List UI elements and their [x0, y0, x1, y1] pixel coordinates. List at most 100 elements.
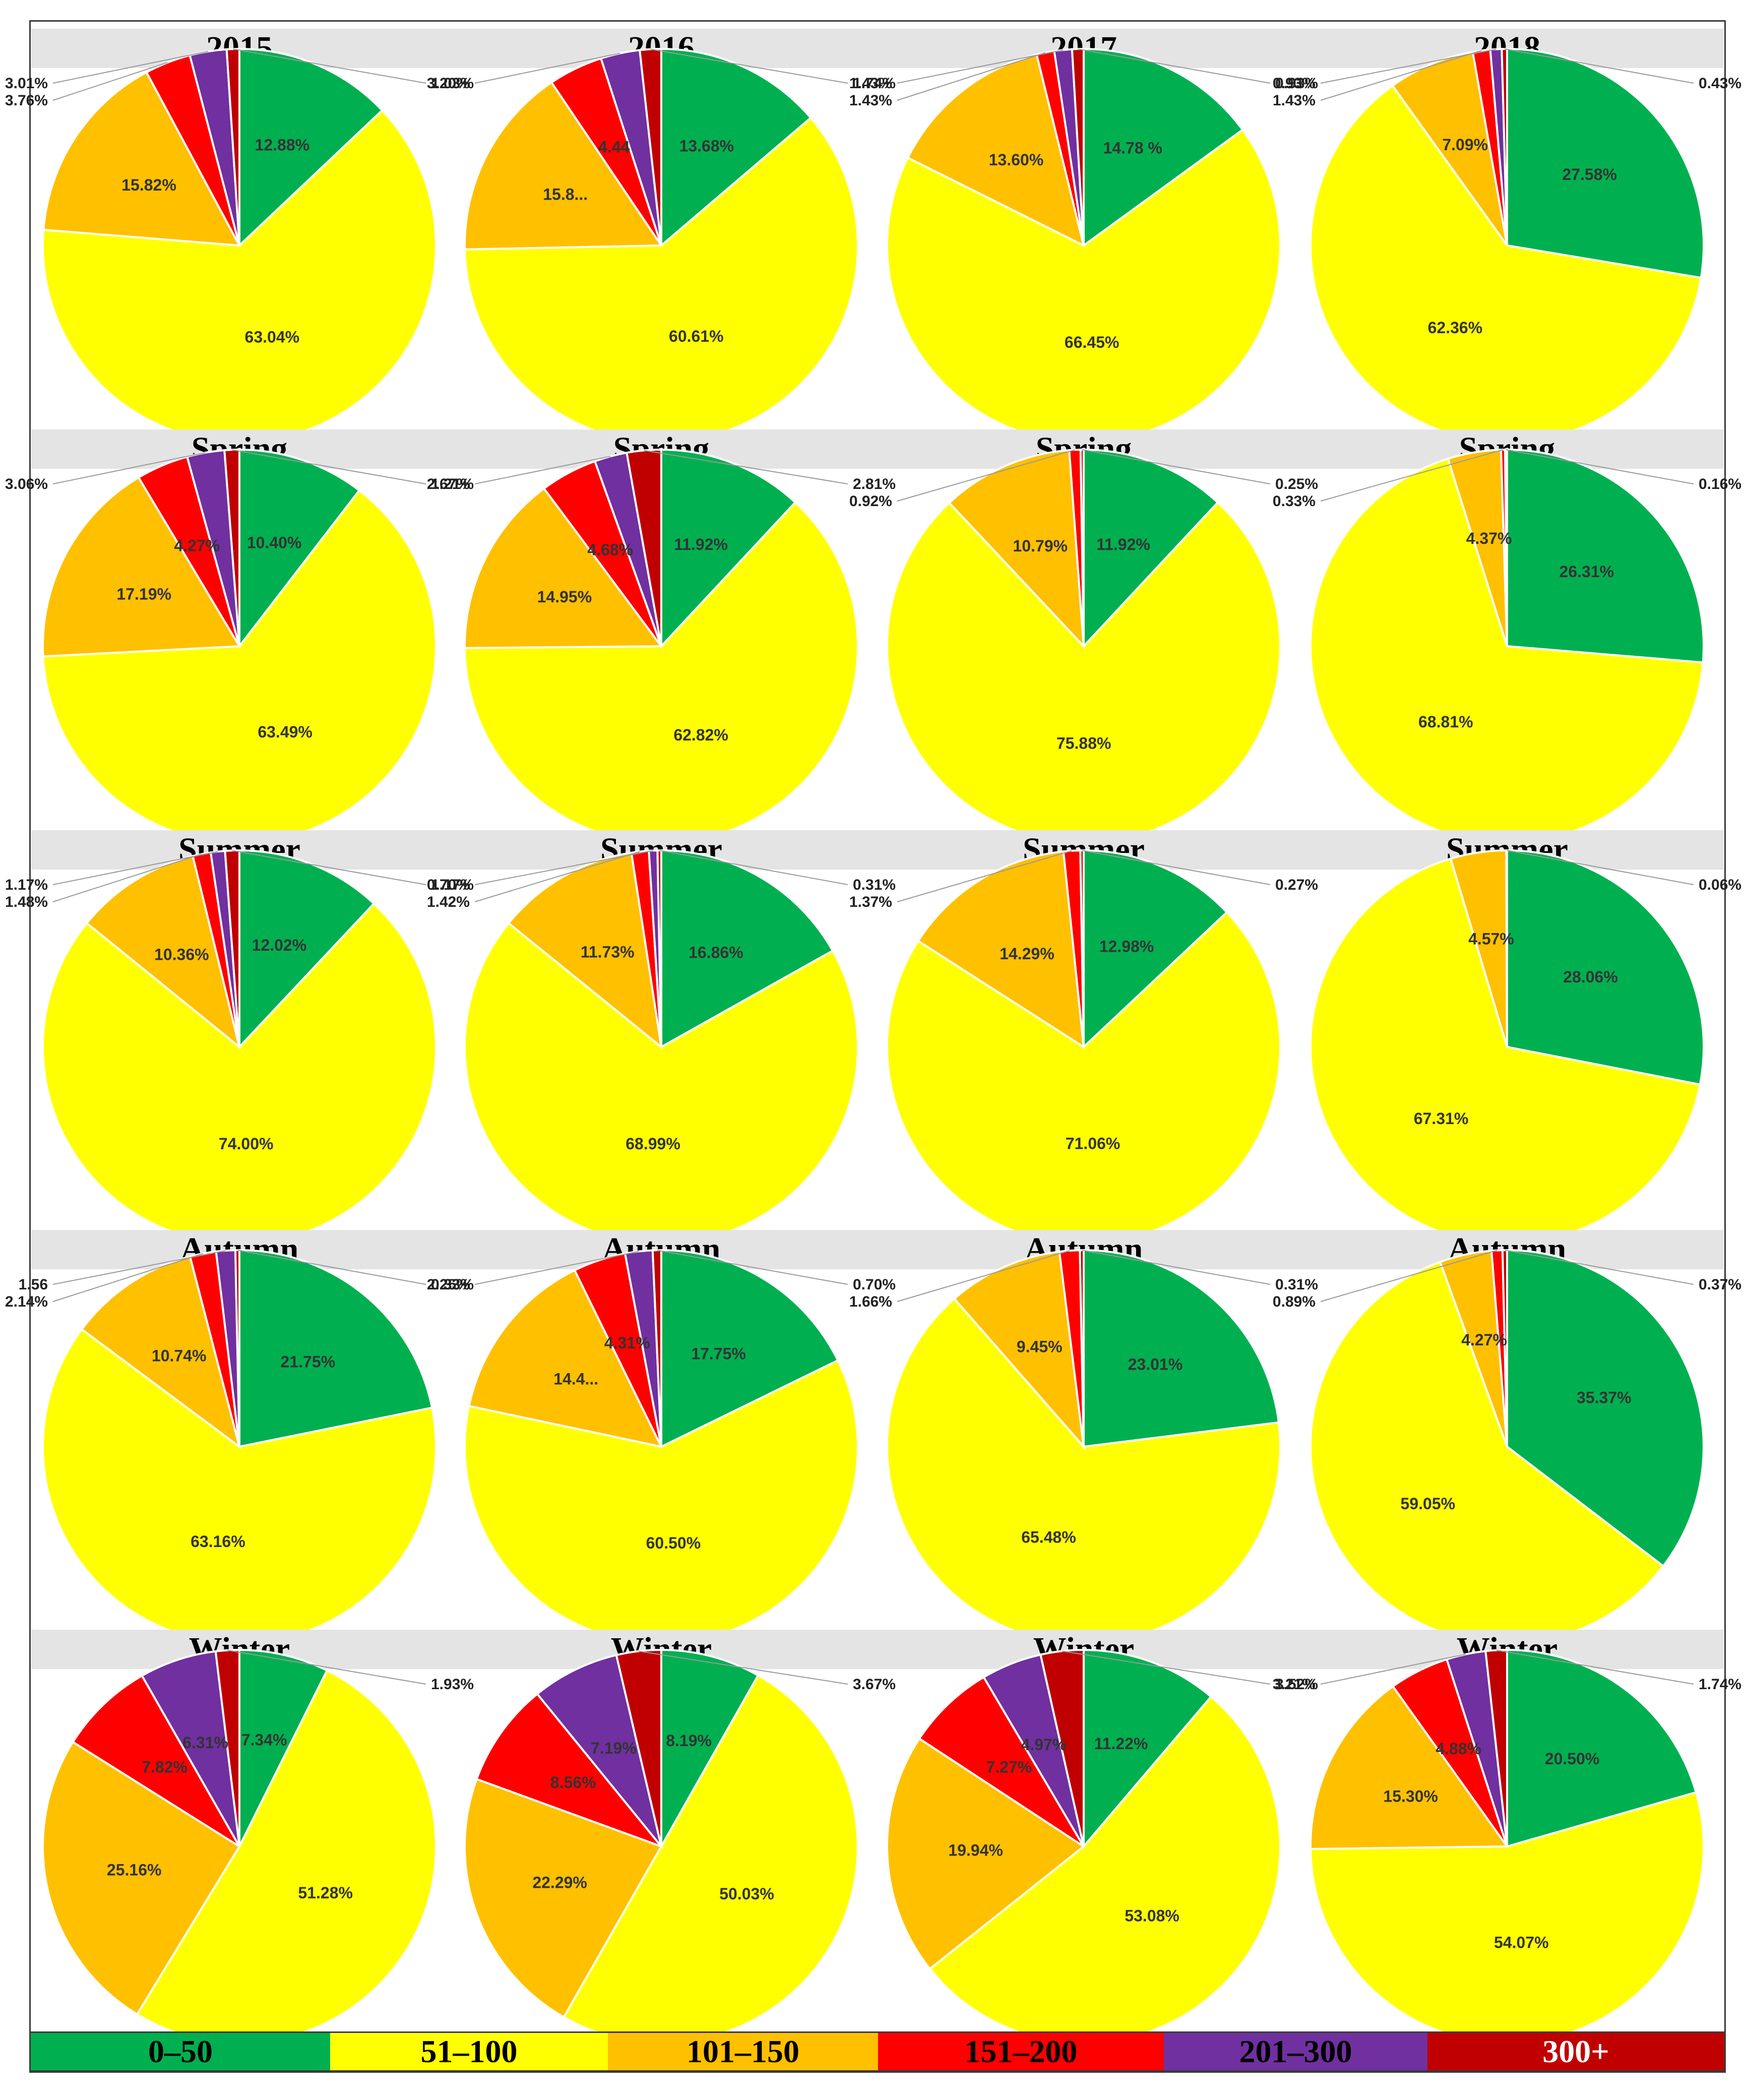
leader-line — [1506, 449, 1694, 484]
data-label: 4.57% — [1468, 930, 1514, 948]
data-label: 1.17% — [431, 877, 474, 893]
data-label: 17.19% — [116, 585, 171, 603]
pie-chart: 17.75% 60.50% 14.4... 4.31% 2.25% 0.70% — [427, 1249, 896, 1644]
data-label: 14.29% — [1000, 945, 1054, 963]
data-label: 0.33% — [431, 1276, 474, 1293]
data-label: 0.92% — [849, 493, 892, 510]
data-label: 14.95% — [537, 588, 592, 606]
leader-line — [1320, 50, 1482, 101]
pie-slice — [660, 47, 813, 248]
pie-slice — [42, 489, 437, 844]
pie-slice — [1391, 50, 1508, 246]
data-label: 0.70% — [853, 1276, 896, 1293]
pie-slice — [660, 448, 797, 649]
data-label: 63.04% — [245, 328, 300, 346]
leader-line — [1062, 1650, 1271, 1685]
leader-line — [233, 48, 426, 84]
data-label: 17.75% — [691, 1345, 746, 1363]
pie-slice — [660, 849, 834, 1049]
data-label: 12.88% — [255, 136, 310, 154]
pie-chart: 13.68% 60.61% 15.8... 4.44 3.20% 1.74% — [427, 47, 896, 444]
data-label: 1.43% — [1273, 92, 1316, 109]
pie-chart: 12.88% 63.04% 15.82% 3.76%3.01% 1.03% — [5, 47, 474, 443]
data-label: 12.02% — [252, 936, 307, 954]
data-label: 4.27% — [1461, 1331, 1507, 1349]
data-label: 62.36% — [1428, 319, 1483, 337]
pie-chart: 16.86% 68.99% 11.73% 1.42%0.70% 0.31% — [427, 849, 896, 1245]
data-label: 0.93% — [1273, 75, 1316, 92]
data-label: 1.42% — [427, 894, 470, 910]
pie-slice — [464, 116, 859, 444]
data-label: 6.31% — [182, 1734, 228, 1752]
pie-slice — [464, 81, 663, 251]
leader-line — [52, 1250, 226, 1285]
pie-slice — [475, 1692, 665, 1849]
leader-line — [52, 851, 218, 885]
data-label: 4.68% — [587, 540, 633, 559]
data-label: 60.50% — [646, 1534, 701, 1552]
data-label: 0.06% — [1699, 877, 1741, 893]
leader-line — [227, 1649, 426, 1685]
data-label: 50.03% — [719, 1885, 774, 1903]
pie-chart: 20.50% 54.07% 15.30% 4.88% 3.21% 1.74% — [1273, 1648, 1741, 2045]
pie-slice — [1506, 1249, 1705, 1568]
pie-slice — [1506, 1648, 1698, 1848]
data-label: 4.37% — [1466, 529, 1512, 547]
data-label: 3.52% — [1275, 1676, 1318, 1693]
pie-slice — [918, 1676, 1085, 1847]
data-label: 1.48% — [5, 894, 48, 910]
data-label: 63.49% — [258, 723, 313, 741]
data-label: 10.79% — [1013, 537, 1068, 555]
data-label: 68.81% — [1418, 713, 1473, 731]
data-label: 0.43% — [1699, 75, 1741, 92]
data-label: 0.93% — [1275, 75, 1318, 92]
data-label: 1.37% — [849, 894, 892, 910]
legend-item: 101–150 — [607, 2033, 878, 2070]
data-label: 10.74% — [152, 1347, 207, 1365]
pie-slice — [660, 1648, 760, 1850]
leader-line — [52, 51, 209, 84]
leader-line — [52, 853, 202, 902]
pie-slice — [1083, 1648, 1213, 1849]
pie-slice — [1039, 1648, 1085, 1847]
data-label: 27.58% — [1562, 165, 1617, 183]
data-label: 54.07% — [1494, 1933, 1549, 1951]
pie-slice — [42, 71, 241, 247]
data-label: 12.98% — [1099, 938, 1154, 956]
leader-line — [897, 49, 1064, 84]
pie-chart: 14.78 %66.45%13.60%1.43%1.43% 0.93% — [849, 47, 1318, 443]
data-label: 22.29% — [532, 1873, 587, 1891]
pie-chart: 21.75% 63.16% 10.74% 2.14%1.56 0.33% — [5, 1249, 474, 1644]
pie-slice — [626, 448, 662, 647]
data-label: 0.16% — [1699, 476, 1741, 492]
leader-line — [474, 456, 611, 484]
leader-line — [1507, 850, 1694, 885]
leader-line — [474, 52, 620, 84]
data-label: 13.60% — [989, 151, 1044, 169]
leader-line — [474, 851, 641, 902]
pie-slice — [468, 1269, 663, 1448]
leader-line — [1320, 1653, 1466, 1685]
pie-slice — [953, 1250, 1085, 1450]
data-label: 28.06% — [1563, 968, 1618, 986]
data-label: 1.66% — [849, 1293, 892, 1310]
data-label: 0.27% — [1275, 877, 1318, 893]
data-label: 53.08% — [1125, 1907, 1179, 1925]
data-label: 35.37% — [1577, 1388, 1632, 1406]
data-label: 14.4... — [553, 1370, 598, 1388]
leader-line — [897, 1250, 1070, 1302]
pie-slice — [1506, 47, 1705, 279]
data-label: 16.86% — [689, 943, 743, 961]
data-label: 74.00% — [219, 1135, 274, 1153]
leader-line — [1320, 48, 1496, 84]
data-label: 68.99% — [626, 1135, 680, 1153]
leader-line — [897, 850, 1072, 902]
leader-line — [897, 52, 1046, 101]
pie-chart: 35.37% 59.05% 4.27% 0.89% 0.37% — [1273, 1249, 1741, 1644]
pie-slice — [238, 448, 361, 649]
data-label: 63.16% — [191, 1532, 245, 1551]
pie-slice — [42, 476, 241, 658]
leader-line — [659, 850, 848, 885]
pie-slice — [536, 1653, 662, 1847]
data-label: 10.40% — [247, 533, 302, 551]
